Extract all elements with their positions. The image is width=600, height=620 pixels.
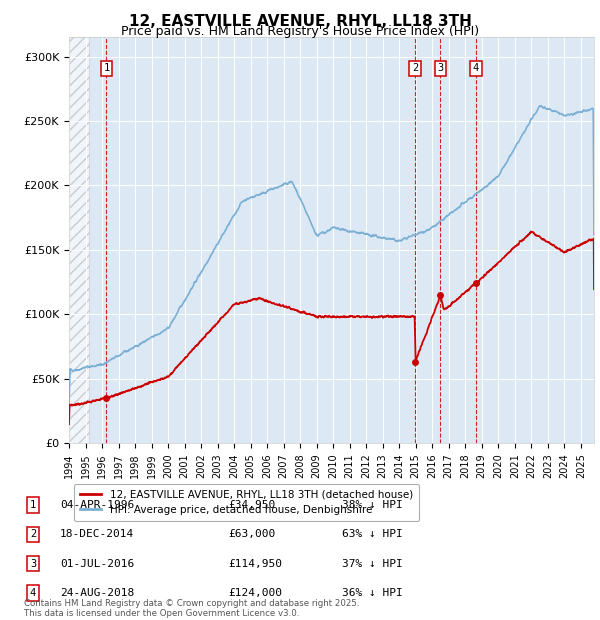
Text: 1: 1 — [30, 500, 36, 510]
Text: 3: 3 — [30, 559, 36, 569]
Text: 1: 1 — [103, 63, 110, 73]
Text: 63% ↓ HPI: 63% ↓ HPI — [342, 529, 403, 539]
Text: 37% ↓ HPI: 37% ↓ HPI — [342, 559, 403, 569]
Text: £114,950: £114,950 — [228, 559, 282, 569]
Bar — [69, 37, 89, 443]
Text: 18-DEC-2014: 18-DEC-2014 — [60, 529, 134, 539]
Text: 2: 2 — [412, 63, 418, 73]
Text: 2: 2 — [30, 529, 36, 539]
Text: 38% ↓ HPI: 38% ↓ HPI — [342, 500, 403, 510]
Text: 04-APR-1996: 04-APR-1996 — [60, 500, 134, 510]
Text: 24-AUG-2018: 24-AUG-2018 — [60, 588, 134, 598]
Text: 01-JUL-2016: 01-JUL-2016 — [60, 559, 134, 569]
Text: Price paid vs. HM Land Registry's House Price Index (HPI): Price paid vs. HM Land Registry's House … — [121, 25, 479, 38]
Text: £63,000: £63,000 — [228, 529, 275, 539]
Legend: 12, EASTVILLE AVENUE, RHYL, LL18 3TH (detached house), HPI: Average price, detac: 12, EASTVILLE AVENUE, RHYL, LL18 3TH (de… — [74, 484, 419, 521]
Text: 4: 4 — [473, 63, 479, 73]
Text: 12, EASTVILLE AVENUE, RHYL, LL18 3TH: 12, EASTVILLE AVENUE, RHYL, LL18 3TH — [128, 14, 472, 29]
Text: 4: 4 — [30, 588, 36, 598]
Text: 36% ↓ HPI: 36% ↓ HPI — [342, 588, 403, 598]
Text: Contains HM Land Registry data © Crown copyright and database right 2025.
This d: Contains HM Land Registry data © Crown c… — [24, 599, 359, 618]
Text: £124,000: £124,000 — [228, 588, 282, 598]
Text: £34,950: £34,950 — [228, 500, 275, 510]
Text: 3: 3 — [437, 63, 443, 73]
